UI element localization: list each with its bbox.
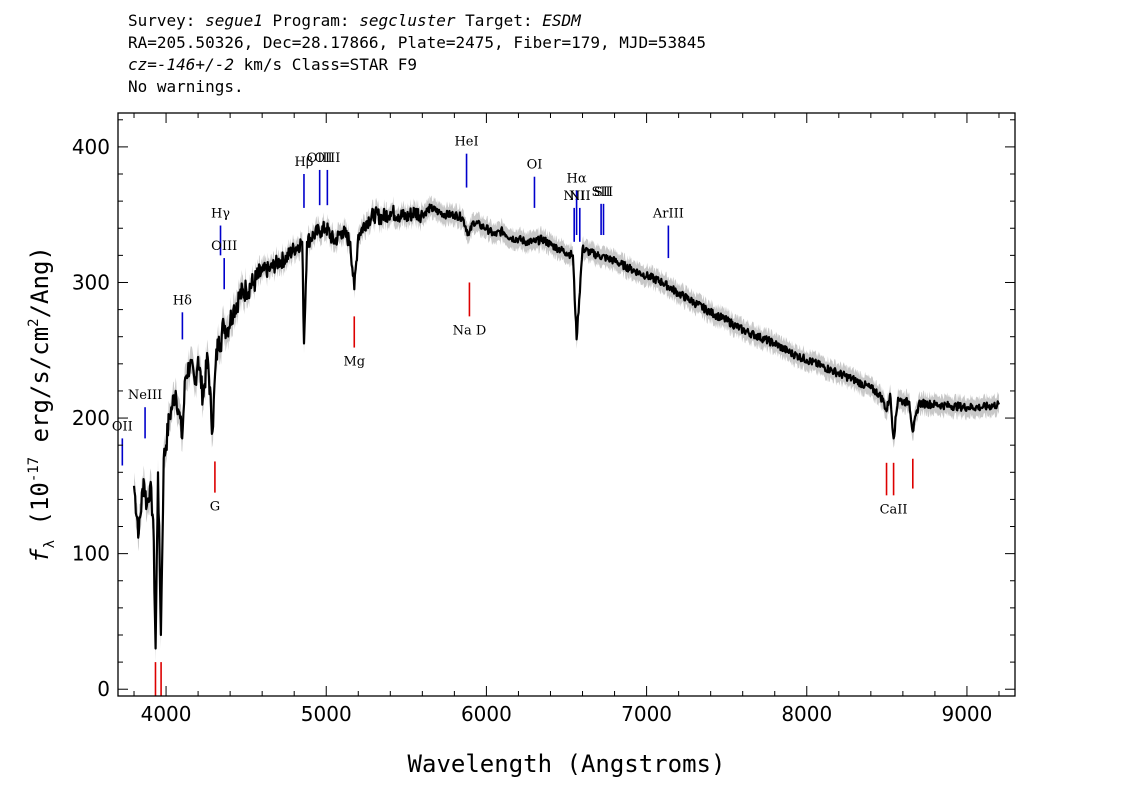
emission-line-label: Hβ	[295, 155, 314, 170]
y-tick-label: 400	[72, 135, 110, 159]
header-line-survey: Survey: segue1 Program: segcluster Targe…	[128, 10, 1028, 32]
absorption-line-label: Na D	[453, 323, 487, 338]
emission-line-label: OII	[112, 419, 133, 434]
emission-line-label: OI	[527, 158, 543, 173]
spectrum-layer	[132, 203, 1000, 650]
emission-line-label: NII	[569, 189, 591, 204]
absorption-line-label: CaII	[880, 502, 908, 517]
absorption-line-label: G	[210, 500, 220, 515]
x-tick-label: 4000	[141, 702, 192, 726]
header-line-warnings: No warnings.	[128, 77, 244, 96]
emission-line-label: HeI	[454, 135, 478, 150]
y-tick-label: 300	[72, 270, 110, 294]
header-line-redshift: cz=-146+/-2 km/s Class=STAR F9	[128, 54, 1028, 76]
emission-line-label: OIII	[211, 239, 237, 254]
emission-line-label: SII	[592, 185, 611, 200]
x-tick-label: 6000	[461, 702, 512, 726]
axis-labels-layer: 4000 5000 6000 7000 8000 9000 0 100 200 300 400 Wav…	[26, 135, 992, 778]
spectrum-line	[132, 203, 1000, 650]
y-axis-label: fλ (10-17 erg/s/cm2/Ang)	[26, 246, 58, 563]
emission-line-label: NeIII	[128, 388, 162, 403]
emission-line-label: ArIII	[652, 207, 684, 222]
emission-line-label: OIII	[314, 151, 340, 166]
y-tick-label: 0	[97, 677, 110, 701]
x-tick-label: 8000	[781, 702, 832, 726]
y-tick-label: 200	[72, 406, 110, 430]
emission-line-label: Hα	[567, 171, 587, 186]
axes-layer	[117, 112, 1016, 697]
x-tick-label: 5000	[301, 702, 352, 726]
redshift-value: cz=-146+/-2	[128, 55, 234, 74]
y-tick-label: 100	[72, 542, 110, 566]
class-value: km/s Class=STAR F9	[233, 55, 417, 74]
plot-frame	[117, 112, 1016, 697]
emission-line-label: OIII	[307, 151, 333, 166]
header-line-coordinates: RA=205.50326, Dec=28.17866, Plate=2475, …	[128, 33, 706, 52]
survey-value: segue1	[205, 11, 263, 30]
program-label: Program:	[262, 11, 360, 30]
absorption-line-label: Mg	[343, 355, 365, 370]
emission-line-label: SII	[594, 185, 613, 200]
target-value: ESDM	[542, 11, 581, 30]
emission-line-label: NII	[563, 189, 585, 204]
x-tick-label: 9000	[941, 702, 992, 726]
program-value: segcluster	[359, 11, 456, 30]
survey-label: Survey:	[128, 11, 206, 30]
emission-line-label: Hγ	[211, 207, 230, 222]
spectrum-header: Survey: segue1 Program: segcluster Targe…	[128, 10, 1028, 98]
x-axis-label: Wavelength (Angstroms)	[408, 750, 726, 778]
target-label: Target:	[455, 11, 543, 30]
x-tick-label: 7000	[621, 702, 672, 726]
emission-line-label: Hδ	[173, 293, 192, 308]
